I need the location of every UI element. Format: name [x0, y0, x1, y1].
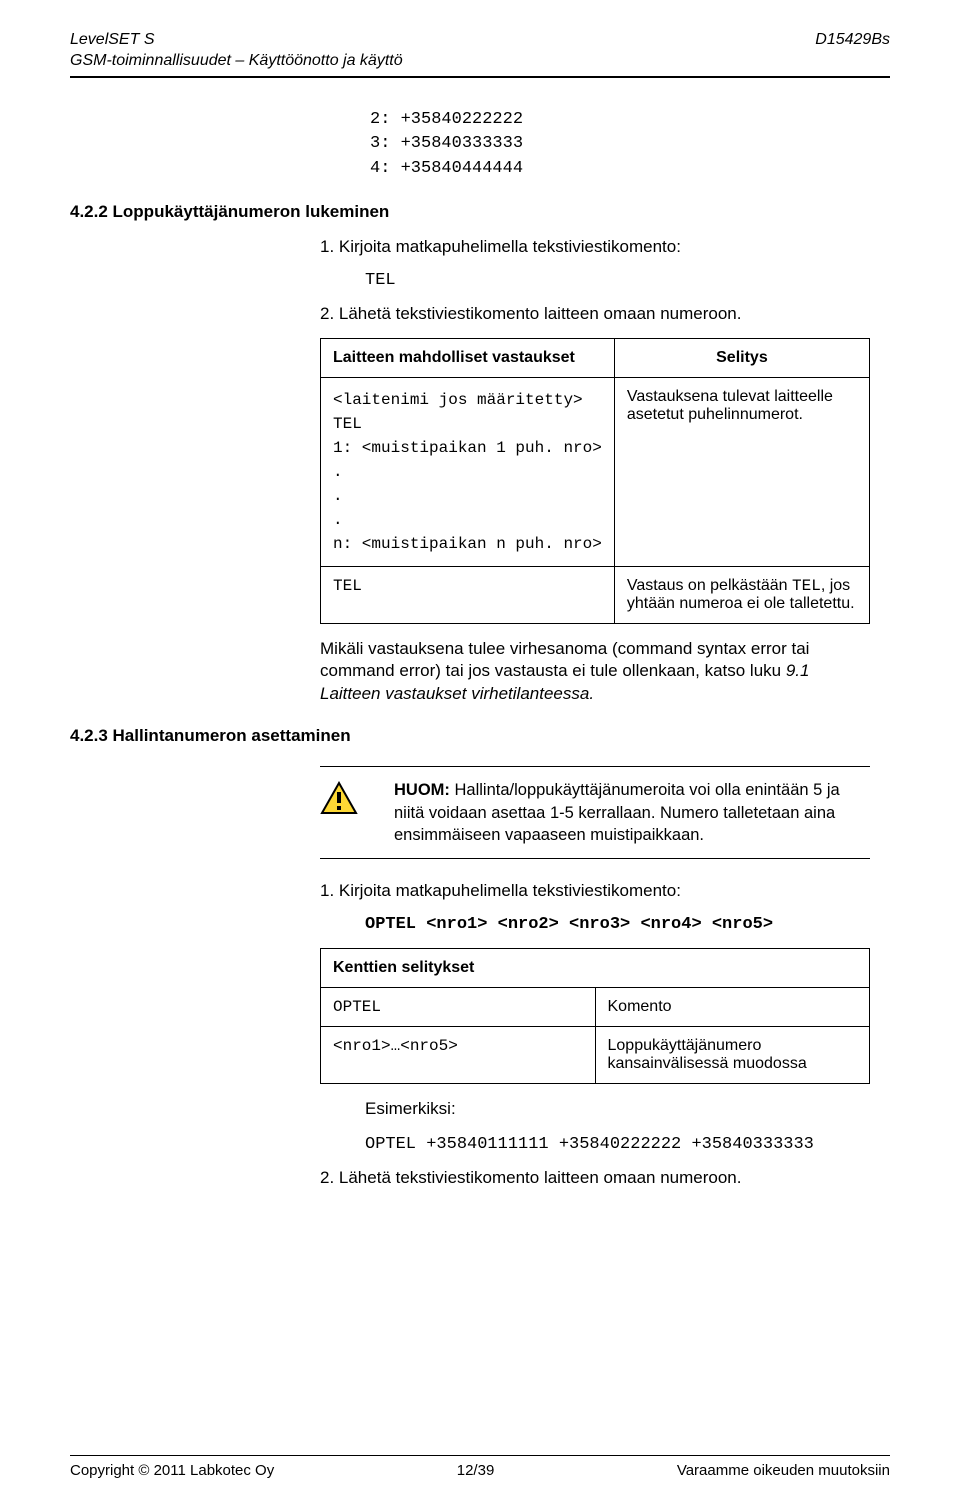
footer-left: Copyright © 2011 Labkotec Oy [70, 1462, 274, 1479]
sec422-th-left: Laitteen mahdolliset vastaukset [321, 338, 615, 377]
warning-icon [320, 781, 358, 820]
sec423-table: Kenttien selitykset OPTEL Komento <nro1>… [320, 948, 870, 1084]
header-right: D15429Bs [815, 30, 890, 72]
sec422-row2-right-pre: Vastaus on pelkästään [627, 577, 792, 594]
page-header: LevelSET S GSM-toiminnallisuudet – Käytt… [70, 30, 890, 72]
header-left-line2: GSM-toiminnallisuudet – Käyttöönotto ja … [70, 51, 403, 72]
sec422-th-right: Selitys [614, 338, 869, 377]
header-divider [70, 76, 890, 78]
footer-divider [70, 1455, 890, 1456]
note-text: HUOM: Hallinta/loppukäyttäjänumeroita vo… [374, 779, 870, 846]
sec422-postpara: Mikäli vastauksena tulee virhesanoma (co… [320, 638, 870, 707]
header-left-line1: LevelSET S [70, 30, 403, 51]
footer-right: Varaamme oikeuden muutoksiin [677, 1462, 890, 1479]
section-423-heading: 4.2.3 Hallintanumeron asettaminen [70, 726, 890, 746]
sec422-step2: 2. Lähetä tekstiviestikomento laitteen o… [320, 304, 870, 324]
note-box: HUOM: Hallinta/loppukäyttäjänumeroita vo… [320, 766, 870, 859]
sec423-th: Kenttien selitykset [321, 949, 870, 988]
sec423-row2-left: <nro1>…<nro5> [321, 1027, 596, 1084]
note-rest: Hallinta/loppukäyttäjänumeroita voi olla… [394, 781, 840, 844]
page-footer: Copyright © 2011 Labkotec Oy 12/39 Varaa… [70, 1455, 890, 1479]
phone-list-block: 2: +35840222222 3: +35840333333 4: +3584… [70, 108, 890, 182]
sec423-step1-cmd: OPTEL <nro1> <nro2> <nro3> <nro4> <nro5> [320, 915, 870, 934]
note-bold: HUOM: [394, 781, 450, 799]
sec422-postpara-pre: Mikäli vastauksena tulee virhesanoma (co… [320, 639, 809, 681]
sec422-row2-right-mono: TEL [792, 577, 821, 595]
footer-center: 12/39 [457, 1462, 495, 1479]
sec422-step1: 1. Kirjoita matkapuhelimella tekstiviest… [320, 237, 870, 257]
sec422-row2-left: TEL [321, 566, 615, 623]
sec422-row1-left: <laitenimi jos määritetty> TEL 1: <muist… [321, 377, 615, 566]
sec422-row1-right: Vastauksena tulevat laitteelle asetetut … [614, 377, 869, 566]
sec423-row2-right: Loppukäyttäjänumero kansainvälisessä muo… [595, 1027, 870, 1084]
sec423-step2: 2. Lähetä tekstiviestikomento laitteen o… [320, 1168, 870, 1188]
sec422-table: Laitteen mahdolliset vastaukset Selitys … [320, 338, 870, 624]
sec423-row1-right: Komento [595, 988, 870, 1027]
sec422-row2-right: Vastaus on pelkästään TEL, jos yhtään nu… [614, 566, 869, 623]
example-cmd: OPTEL +35840111111 +35840222222 +3584033… [320, 1135, 870, 1154]
section-422-heading: 4.2.2 Loppukäyttäjänumeron lukeminen [70, 202, 890, 222]
sec422-step1-cmd: TEL [320, 271, 870, 290]
sec423-step1: 1. Kirjoita matkapuhelimella tekstiviest… [320, 881, 870, 901]
example-label: Esimerkiksi: [320, 1098, 870, 1121]
sec423-row1-left: OPTEL [321, 988, 596, 1027]
